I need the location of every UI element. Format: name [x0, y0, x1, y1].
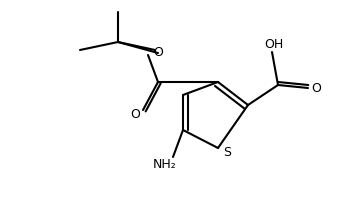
Text: O: O	[130, 109, 140, 121]
Text: OH: OH	[264, 39, 284, 51]
Text: O: O	[311, 82, 321, 94]
Text: S: S	[223, 146, 231, 160]
Text: O: O	[153, 46, 163, 60]
Text: NH₂: NH₂	[153, 158, 177, 172]
